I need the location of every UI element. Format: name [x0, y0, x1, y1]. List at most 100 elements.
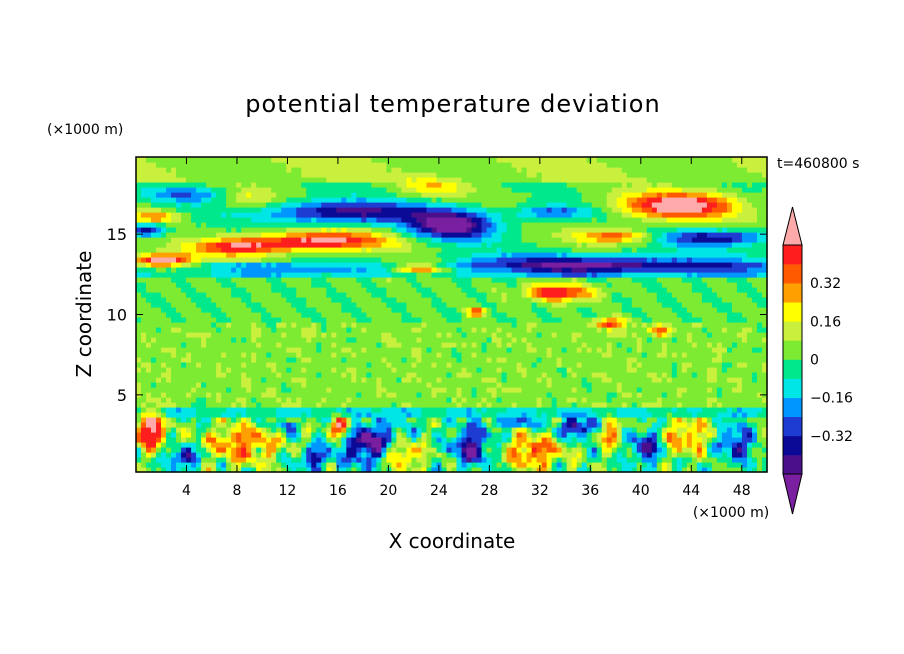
contour-cell	[496, 437, 503, 443]
contour-cell	[266, 442, 272, 448]
contour-cell	[361, 242, 367, 248]
contour-cell	[191, 422, 197, 428]
contour-cell	[406, 157, 413, 163]
contour-cell	[136, 447, 142, 453]
contour-cell	[421, 457, 428, 463]
contour-cell	[246, 197, 252, 203]
contour-cell	[361, 307, 367, 313]
contour-cell	[316, 372, 322, 378]
contour-cell	[206, 267, 212, 273]
contour-cell	[291, 317, 297, 323]
contour-cell	[326, 247, 332, 253]
contour-cell	[391, 207, 398, 213]
contour-cell	[141, 387, 147, 393]
contour-cell	[146, 342, 152, 348]
contour-cell	[496, 457, 503, 463]
contour-cell	[231, 342, 237, 348]
contour-cell	[346, 287, 352, 293]
contour-cell	[281, 377, 287, 383]
contour-cell	[156, 232, 162, 238]
contour-cell	[456, 292, 463, 298]
contour-cell	[366, 192, 372, 198]
contour-cell	[321, 462, 327, 468]
contour-cell	[486, 372, 493, 378]
contour-cell	[441, 252, 448, 258]
contour-cell	[386, 282, 393, 288]
contour-cell	[481, 357, 488, 363]
contour-cell	[501, 257, 508, 263]
contour-cell	[481, 332, 488, 338]
contour-cell	[396, 372, 403, 378]
contour-cell	[346, 167, 352, 173]
contour-cell	[391, 397, 398, 403]
contour-cell	[491, 302, 498, 308]
contour-cell	[226, 402, 232, 408]
contour-cell	[386, 432, 393, 438]
contour-cell	[411, 297, 418, 303]
contour-cell	[406, 447, 413, 453]
contour-cell	[411, 287, 418, 293]
contour-cell	[256, 227, 262, 233]
contour-cell	[191, 467, 197, 473]
contour-cell	[406, 197, 413, 203]
contour-cell	[226, 467, 232, 473]
contour-cell	[261, 322, 267, 328]
contour-cell	[326, 432, 332, 438]
contour-cell	[421, 312, 428, 318]
contour-cell	[181, 407, 187, 413]
contour-cell	[296, 387, 302, 393]
contour-cell	[241, 237, 247, 243]
contour-cell	[446, 357, 453, 363]
contour-cell	[161, 242, 167, 248]
contour-cell	[406, 212, 413, 218]
contour-cell	[401, 397, 408, 403]
contour-cell	[431, 457, 438, 463]
contour-cell	[366, 402, 372, 408]
contour-cell	[286, 432, 292, 438]
contour-cell	[481, 452, 488, 458]
contour-cell	[371, 362, 377, 368]
contour-cell	[501, 327, 508, 333]
contour-cell	[221, 217, 227, 223]
contour-cell	[221, 427, 227, 433]
contour-cell	[226, 377, 232, 383]
contour-cell	[496, 422, 503, 428]
contour-cell	[471, 217, 478, 223]
contour-cell	[291, 392, 297, 398]
contour-cell	[136, 232, 142, 238]
contour-cell	[176, 447, 182, 453]
contour-cell	[531, 462, 538, 468]
contour-cell	[361, 287, 367, 293]
contour-cell	[316, 387, 322, 393]
contour-cell	[146, 262, 152, 268]
contour-cell	[206, 312, 212, 318]
contour-cell	[181, 352, 187, 358]
contour-cell	[396, 402, 403, 408]
contour-cell	[501, 337, 508, 343]
contour-cell	[161, 282, 167, 288]
contour-cell	[316, 442, 322, 448]
contour-cell	[271, 212, 277, 218]
contour-cell	[141, 222, 147, 228]
contour-cell	[526, 177, 533, 183]
contour-cell	[151, 317, 157, 323]
contour-cell	[516, 352, 523, 358]
contour-cell	[476, 232, 483, 238]
contour-cell	[461, 187, 468, 193]
contour-cell	[166, 417, 172, 423]
contour-cell	[196, 187, 202, 193]
contour-cell	[481, 257, 488, 263]
contour-cell	[261, 392, 267, 398]
contour-cell	[461, 422, 468, 428]
contour-cell	[261, 452, 267, 458]
contour-cell	[251, 417, 257, 423]
contour-cell	[461, 297, 468, 303]
contour-cell	[226, 167, 232, 173]
contour-cell	[201, 297, 207, 303]
contour-cell	[471, 362, 478, 368]
contour-cell	[401, 317, 408, 323]
contour-cell	[226, 367, 232, 373]
contour-cell	[231, 392, 237, 398]
contour-cell	[336, 162, 342, 168]
contour-cell	[206, 422, 212, 428]
